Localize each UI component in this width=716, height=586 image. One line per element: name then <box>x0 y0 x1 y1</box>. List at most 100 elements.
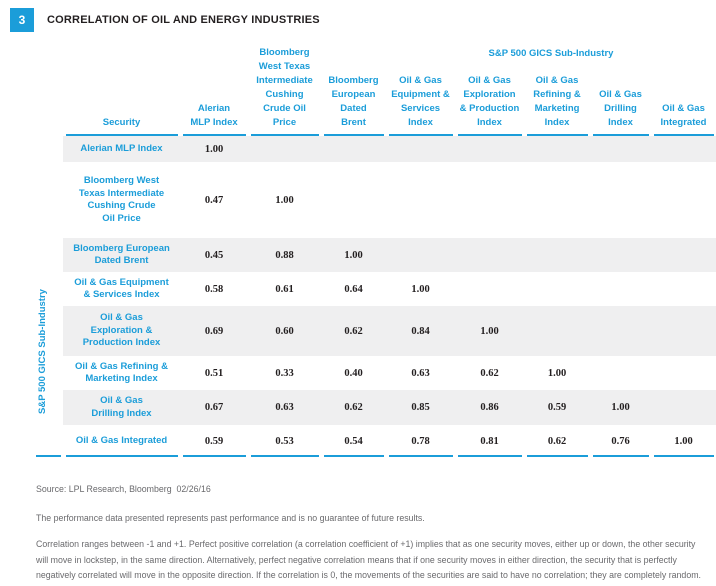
table-row-wti-crude: Bloomberg West Texas Intermediate Cushin… <box>33 162 716 238</box>
corr-cell: 1.00 <box>180 136 248 162</box>
corr-cell <box>321 136 386 162</box>
corr-cell <box>651 162 716 238</box>
row-label: Alerian MLP Index <box>63 136 180 162</box>
corr-cell <box>386 238 455 272</box>
table-row-alerian-mlp: Alerian MLP Index 1.00 <box>33 136 716 162</box>
corr-cell <box>524 272 590 306</box>
corr-cell: 0.78 <box>386 425 455 457</box>
corr-cell: 0.88 <box>248 238 321 272</box>
corr-cell: 1.00 <box>275 194 294 206</box>
correlation-table-wrap: S&P 500 GICS Sub-Industry S&P 500 GICS S… <box>33 40 716 457</box>
corr-cell: 0.33 <box>275 367 294 379</box>
corr-cell <box>455 272 524 306</box>
gutter-cell <box>33 306 63 356</box>
corr-cell: 0.61 <box>275 283 294 295</box>
corr-cell: 0.76 <box>590 425 651 457</box>
corr-cell <box>248 136 321 162</box>
corr-cell <box>590 306 651 356</box>
row-label: Oil & Gas Drilling Index <box>63 390 180 425</box>
corr-cell <box>651 238 716 272</box>
correlation-table: Security Alerian MLP Index Bloomberg Wes… <box>33 40 716 457</box>
corr-cell <box>590 162 651 238</box>
gutter-cell <box>33 425 63 457</box>
col-header-equipment-services: Oil & Gas Equipment & Services Index <box>386 40 455 136</box>
corr-cell: 1.00 <box>651 425 716 457</box>
corr-cell <box>651 356 716 390</box>
corr-cell: 0.59 <box>180 425 248 457</box>
table-row-equipment-services: Oil & Gas Equipment & Services Index 0.5… <box>33 272 716 306</box>
corr-cell: 0.59 <box>524 390 590 425</box>
table-row-drilling: Oil & Gas Drilling Index 0.67 0.63 0.62 … <box>33 390 716 425</box>
corr-cell <box>455 238 524 272</box>
col-header-refining-marketing: Oil & Gas Refining & Marketing Index <box>524 40 590 136</box>
corr-cell: 0.81 <box>455 425 524 457</box>
corr-cell: 0.62 <box>321 306 386 356</box>
col-header-alerian-mlp: Alerian MLP Index <box>180 40 248 136</box>
row-label: Oil & Gas Exploration & Production Index <box>63 306 180 356</box>
corr-cell: 0.53 <box>248 425 321 457</box>
row-label: Oil & Gas Integrated <box>63 425 180 457</box>
corr-cell: 0.54 <box>321 425 386 457</box>
corr-cell: 0.85 <box>386 390 455 425</box>
table-row-exploration-production: Oil & Gas Exploration & Production Index… <box>33 306 716 356</box>
table-row-brent: Bloomberg European Dated Brent 0.45 0.88… <box>33 238 716 272</box>
table-row-integrated: Oil & Gas Integrated 0.59 0.53 0.54 0.78… <box>33 425 716 457</box>
corr-cell: 0.67 <box>180 390 248 425</box>
column-header-row: Security Alerian MLP Index Bloomberg Wes… <box>33 40 716 136</box>
corr-cell <box>590 272 651 306</box>
col-header-integrated: Oil & Gas Integrated <box>651 40 716 136</box>
corr-cell: 0.58 <box>204 283 224 295</box>
corr-cell: 0.63 <box>248 390 321 425</box>
row-label: Bloomberg West Texas Intermediate Cushin… <box>78 175 165 224</box>
corr-cell <box>386 136 455 162</box>
corr-cell: 1.00 <box>455 306 524 356</box>
col-header-brent: Bloomberg European Dated Brent <box>321 40 386 136</box>
col-header-exploration-production: Oil & Gas Exploration & Production Index <box>455 40 524 136</box>
corr-cell: 0.47 <box>204 194 224 206</box>
corr-cell: 0.45 <box>180 238 248 272</box>
figure-title: CORRELATION OF OIL AND ENERGY INDUSTRIES <box>47 14 320 26</box>
corr-cell: 1.00 <box>590 390 651 425</box>
performance-disclaimer: The performance data presented represent… <box>36 512 425 523</box>
row-label: Bloomberg European Dated Brent <box>63 238 180 272</box>
gutter-cell <box>33 136 63 162</box>
row-group-label: S&P 500 GICS Sub-Industry <box>37 289 48 415</box>
corr-cell: 0.60 <box>248 306 321 356</box>
gutter-cell <box>33 390 63 425</box>
col-header-security: Security <box>63 40 180 136</box>
corr-cell <box>524 306 590 356</box>
corr-cell: 0.84 <box>386 306 455 356</box>
corr-cell <box>455 162 524 238</box>
corr-cell: 0.62 <box>480 367 499 379</box>
row-label: Oil & Gas Refining & Marketing Index <box>75 360 168 385</box>
row-label: Oil & Gas Equipment & Services Index <box>74 276 169 301</box>
corr-cell <box>651 272 716 306</box>
corr-cell <box>524 162 590 238</box>
corr-cell: 0.51 <box>204 367 224 379</box>
corr-cell: 1.00 <box>321 238 386 272</box>
corr-cell <box>455 136 524 162</box>
corr-cell: 0.86 <box>455 390 524 425</box>
correlation-explanation: Correlation ranges between -1 and +1. Pe… <box>36 539 701 580</box>
corr-cell: 0.64 <box>344 283 363 295</box>
corr-cell <box>524 238 590 272</box>
figure-number-badge: 3 <box>10 8 34 32</box>
corr-cell: 0.62 <box>524 425 590 457</box>
corr-cell <box>590 238 651 272</box>
footnotes: Source: LPL Research, Bloomberg 02/26/16… <box>36 482 706 584</box>
figure-header: 3 CORRELATION OF OIL AND ENERGY INDUSTRI… <box>0 0 716 32</box>
corr-cell: 0.40 <box>344 367 363 379</box>
corr-cell: 1.00 <box>411 283 430 295</box>
corr-cell: 0.63 <box>411 367 430 379</box>
col-header-drilling: Oil & Gas Drilling Index <box>590 40 651 136</box>
col-header-wti-crude: Bloomberg West Texas Intermediate Cushin… <box>248 40 321 136</box>
corr-cell <box>651 390 716 425</box>
corr-cell <box>321 162 386 238</box>
corr-cell: 0.69 <box>180 306 248 356</box>
gutter-cell <box>33 162 63 238</box>
corr-cell: 0.62 <box>321 390 386 425</box>
source-note: Source: LPL Research, Bloomberg 02/26/16 <box>36 484 211 494</box>
table-row-refining-marketing: Oil & Gas Refining & Marketing Index 0.5… <box>33 356 716 390</box>
gutter-cell <box>33 238 63 272</box>
